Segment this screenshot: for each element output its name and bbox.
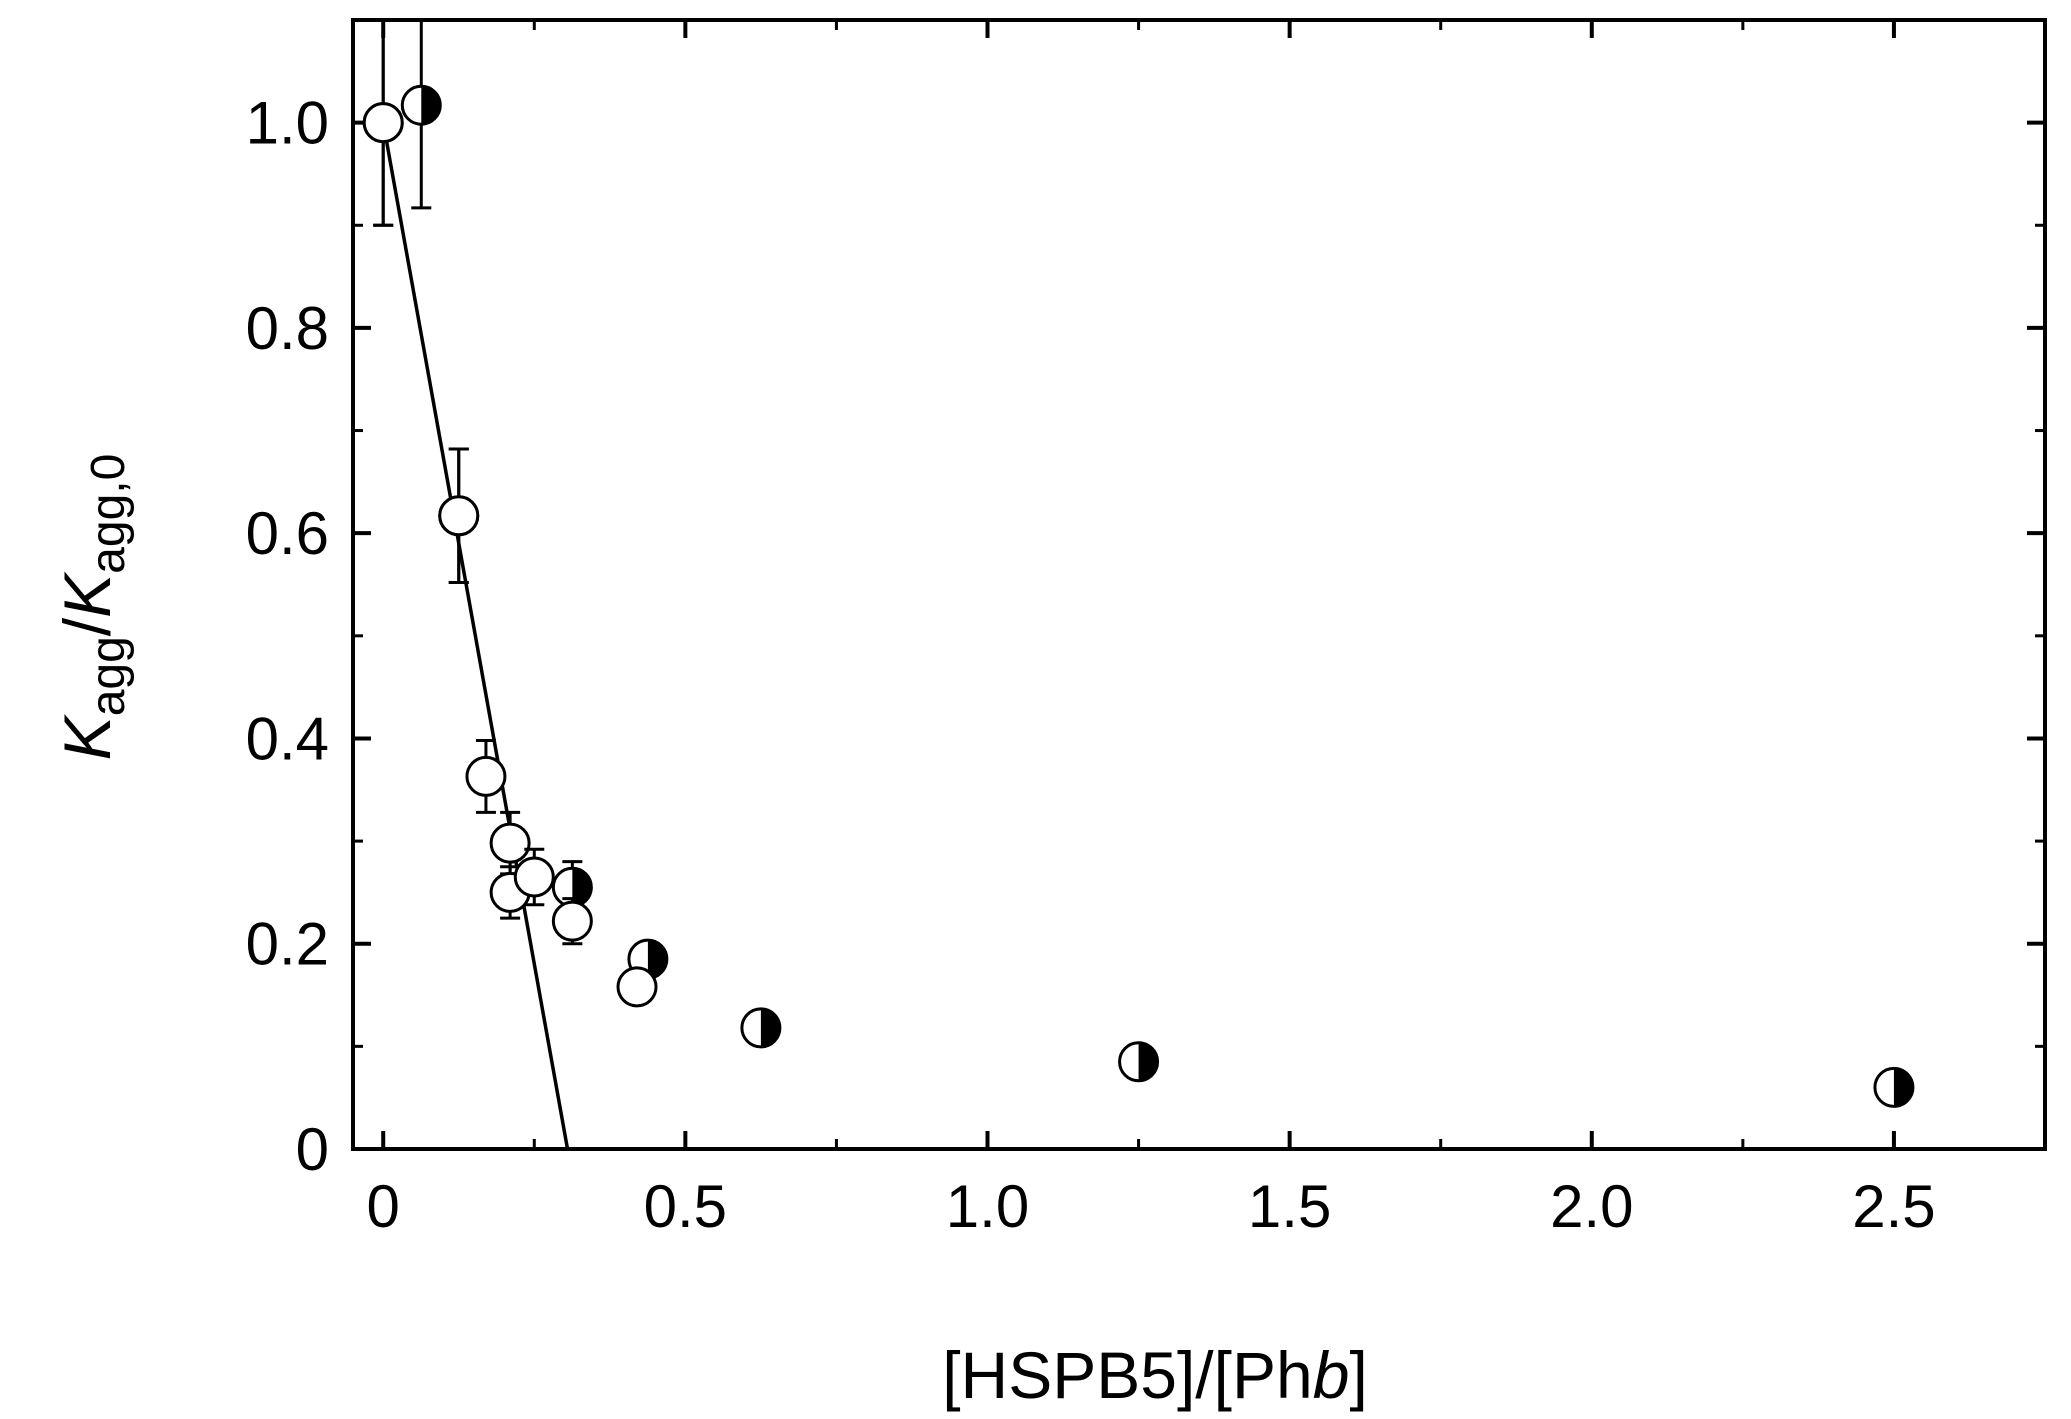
data-point-half-fill: [647, 940, 667, 979]
data-point-open: [438, 495, 480, 537]
data-point-open: [513, 856, 555, 898]
x-axis-title: [HSPB5]/[Phb]: [942, 1338, 1368, 1412]
data-marks: [362, 20, 1915, 1150]
plot-frame: [351, 18, 2047, 1151]
y-tick-label: 0.6: [246, 500, 329, 567]
fit-line: [381, 122, 570, 1150]
x-tick-label: 0: [367, 1173, 400, 1240]
data-point-half-fill: [1893, 1068, 1913, 1107]
x-tick-label: 1.5: [1248, 1173, 1331, 1240]
axis-ticks: 0 0.5 1.0 1.5 2.0 2.5 0 0.2 0.4 0.6 0.8 1.0: [246, 20, 2045, 1240]
data-point-open: [616, 966, 658, 1008]
y-tick-label: 0.8: [246, 295, 329, 362]
data-point-open: [362, 102, 404, 144]
data-point-half-fill: [1138, 1042, 1158, 1081]
plot-area: [351, 18, 2047, 1151]
data-point-open: [551, 900, 593, 942]
x-tick-label: 0.5: [644, 1173, 727, 1240]
data-point-half-fill: [421, 86, 441, 125]
x-tick-label: 2.5: [1852, 1173, 1935, 1240]
y-tick-label: 0: [296, 1116, 329, 1183]
y-tick-label: 1.0: [246, 90, 329, 157]
data-point-half-fill: [572, 868, 592, 907]
x-tick-label: 1.0: [946, 1173, 1029, 1240]
y-tick-label: 0.4: [246, 705, 329, 772]
data-point-open: [489, 822, 531, 864]
x-tick-label: 2.0: [1550, 1173, 1633, 1240]
data-point-half-fill: [760, 1008, 780, 1047]
y-tick-label: 0.2: [246, 911, 329, 978]
y-axis-title: Kagg/Kagg,0: [50, 454, 135, 761]
data-point-open: [465, 755, 507, 797]
